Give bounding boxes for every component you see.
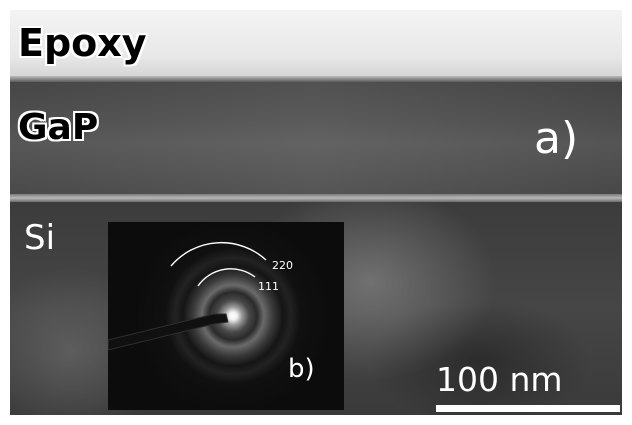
- ring-111-label: 111: [258, 280, 279, 293]
- gap-si-interface: [10, 194, 622, 202]
- ring-220-label: 220: [272, 259, 293, 272]
- panel-b-label: b): [288, 356, 315, 382]
- ring-220: [171, 243, 266, 266]
- scale-bar-label: 100 nm: [436, 363, 563, 396]
- panel-a-label: a): [534, 117, 578, 161]
- si-label: Si: [24, 221, 55, 255]
- ring-111: [198, 269, 255, 286]
- epoxy-label: Epoxy: [18, 24, 147, 62]
- tem-micrograph: Epoxy GaP Si a) 220 111 b) 100 nm: [10, 10, 622, 415]
- beam-stop-icon: [108, 314, 228, 350]
- scale-bar: [436, 405, 620, 412]
- diffraction-pattern-inset: 220 111 b): [108, 222, 344, 410]
- gap-label: GaP: [18, 110, 98, 146]
- gap-layer: [10, 82, 622, 194]
